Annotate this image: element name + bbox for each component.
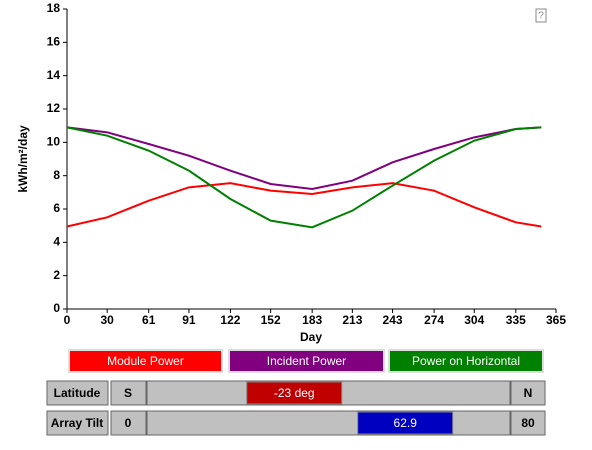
legend-button[interactable] [68, 349, 223, 373]
min-button[interactable] [110, 410, 147, 436]
x-tick-label: 30 [101, 313, 115, 327]
x-tick-label: 335 [506, 313, 526, 327]
x-tick-label: 122 [220, 313, 240, 327]
y-tick-label: 4 [53, 235, 60, 249]
slider-label: Latitude [54, 386, 101, 400]
slider-value: 62.9 [394, 416, 418, 430]
legend-label[interactable]: Power on Horizontal [412, 354, 520, 368]
y-tick-label: 14 [47, 68, 61, 82]
slider-label-box [46, 380, 109, 406]
x-tick-label: 183 [302, 313, 322, 327]
x-tick-label: 365 [546, 313, 566, 327]
min-button[interactable] [110, 380, 147, 406]
x-tick-label: 304 [464, 313, 484, 327]
y-tick-label: 2 [53, 268, 60, 282]
x-tick-label: 61 [142, 313, 156, 327]
legend-label[interactable]: Module Power [107, 354, 184, 368]
max-button[interactable] [510, 380, 546, 406]
slider-label-box [46, 410, 109, 436]
legend-button[interactable] [388, 349, 544, 373]
max-label: N [524, 386, 533, 400]
y-tick-label: 6 [53, 201, 60, 215]
x-tick-label: 243 [383, 313, 403, 327]
y-tick-label: 16 [47, 35, 61, 49]
slider-track[interactable] [146, 410, 511, 436]
series-line [66, 126, 542, 229]
legend-button[interactable] [228, 349, 385, 373]
max-button[interactable] [510, 410, 546, 436]
min-label: S [124, 386, 132, 400]
slider-thumb[interactable] [246, 381, 343, 405]
x-axis-label: Day [300, 330, 322, 344]
series-line [66, 126, 542, 191]
legend-label[interactable]: Incident Power [267, 354, 346, 368]
x-tick-label: 274 [424, 313, 444, 327]
x-tick-label: 91 [182, 313, 196, 327]
help[interactable]: ? [538, 11, 544, 22]
y-tick-label: 0 [53, 301, 60, 315]
y-tick-label: 12 [47, 101, 61, 115]
x-tick-label: 213 [342, 313, 362, 327]
slider-label: Array Tilt [51, 416, 103, 430]
max-label: 80 [521, 416, 535, 430]
slider-thumb[interactable] [357, 411, 454, 435]
slider-value: -23 deg [274, 386, 315, 400]
y-tick-label: 18 [47, 1, 61, 15]
series-line [66, 182, 542, 228]
x-tick-label: 152 [261, 313, 281, 327]
y-tick-label: 10 [47, 135, 61, 149]
y-tick-label: 8 [53, 168, 60, 182]
x-tick-label: 0 [64, 313, 71, 327]
y-axis-label: kWh/m²/day [16, 125, 30, 193]
help-box[interactable] [535, 8, 547, 23]
min-label: 0 [125, 416, 132, 430]
